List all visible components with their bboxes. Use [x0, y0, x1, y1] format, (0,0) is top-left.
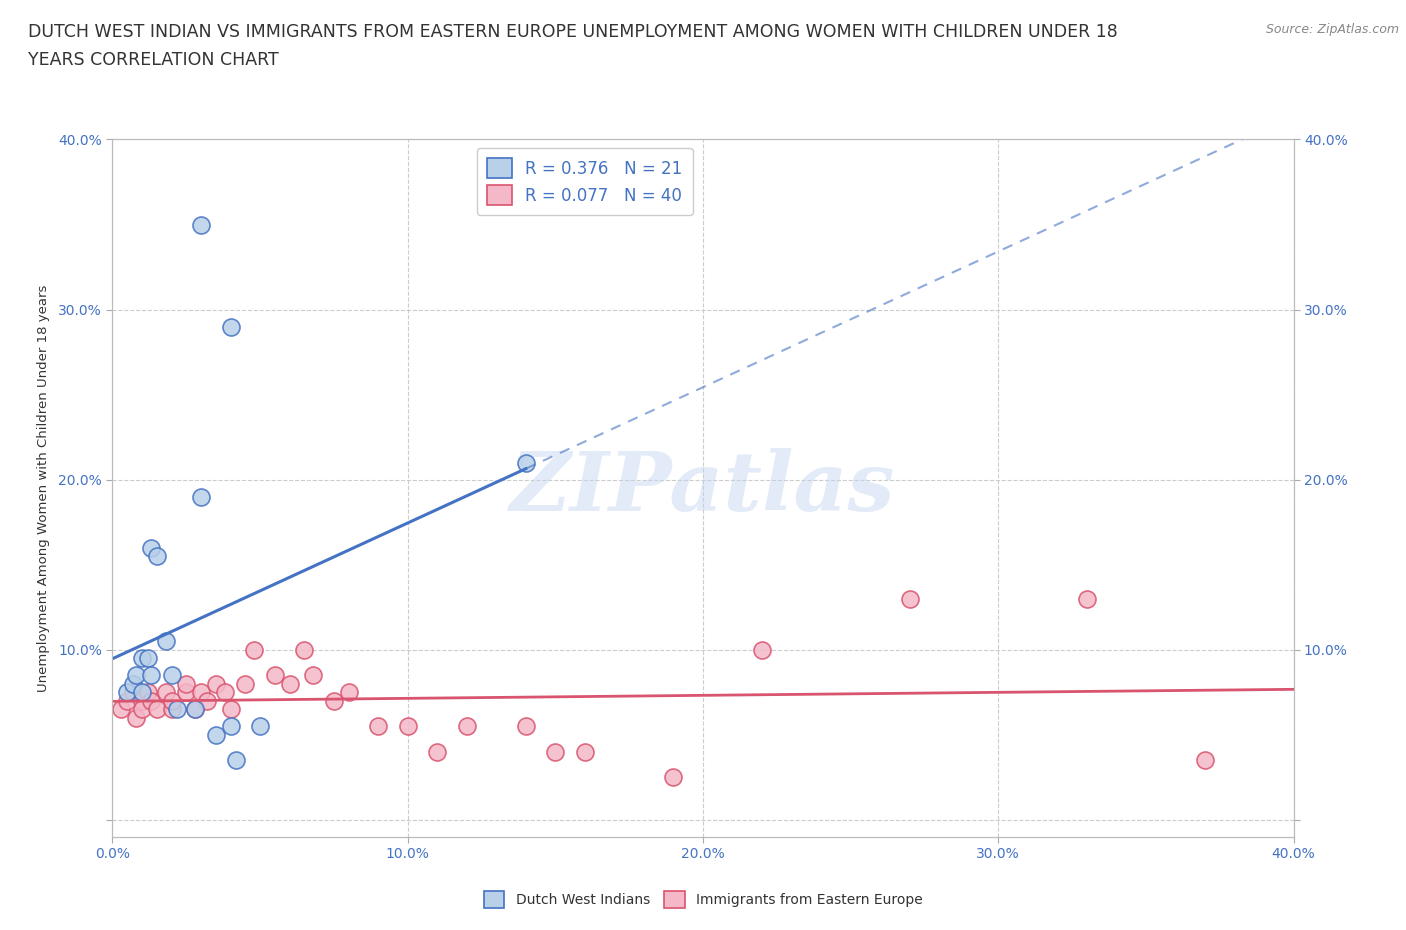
Point	[139, 540, 162, 555]
Point	[515, 719, 537, 734]
Point	[225, 753, 247, 768]
Point	[190, 217, 212, 232]
Point	[195, 694, 218, 709]
Point	[243, 643, 266, 658]
Point	[544, 745, 567, 760]
Point	[160, 702, 183, 717]
Point	[139, 668, 162, 683]
Point	[160, 694, 183, 709]
Point	[117, 694, 138, 709]
Point	[219, 719, 242, 734]
Point	[131, 702, 153, 717]
Text: YEARS CORRELATION CHART: YEARS CORRELATION CHART	[28, 51, 278, 69]
Point	[146, 549, 169, 564]
Point	[136, 685, 159, 700]
Point	[751, 643, 773, 658]
Point	[174, 676, 197, 691]
Point	[278, 676, 301, 691]
Legend: R = 0.376   N = 21, R = 0.077   N = 40: R = 0.376 N = 21, R = 0.077 N = 40	[477, 148, 693, 215]
Point	[214, 685, 236, 700]
Point	[1076, 591, 1098, 606]
Point	[122, 685, 145, 700]
Point	[205, 676, 228, 691]
Point	[456, 719, 478, 734]
Point	[662, 770, 685, 785]
Point	[146, 702, 169, 717]
Point	[125, 668, 148, 683]
Point	[131, 694, 153, 709]
Point	[184, 702, 207, 717]
Point	[136, 651, 159, 666]
Text: ZIPatlas: ZIPatlas	[510, 448, 896, 528]
Point	[426, 745, 449, 760]
Point	[190, 489, 212, 504]
Point	[219, 319, 242, 334]
Text: Source: ZipAtlas.com: Source: ZipAtlas.com	[1265, 23, 1399, 36]
Point	[131, 651, 153, 666]
Point	[174, 685, 197, 700]
Y-axis label: Unemployment Among Women with Children Under 18 years: Unemployment Among Women with Children U…	[37, 285, 49, 692]
Point	[155, 685, 177, 700]
Point	[131, 685, 153, 700]
Point	[367, 719, 389, 734]
Text: DUTCH WEST INDIAN VS IMMIGRANTS FROM EASTERN EUROPE UNEMPLOYMENT AMONG WOMEN WIT: DUTCH WEST INDIAN VS IMMIGRANTS FROM EAS…	[28, 23, 1118, 41]
Point	[323, 694, 346, 709]
Point	[249, 719, 271, 734]
Point	[574, 745, 596, 760]
Point	[190, 685, 212, 700]
Point	[302, 668, 325, 683]
Legend: Dutch West Indians, Immigrants from Eastern Europe: Dutch West Indians, Immigrants from East…	[478, 885, 928, 914]
Point	[160, 668, 183, 683]
Point	[166, 702, 188, 717]
Point	[122, 676, 145, 691]
Point	[898, 591, 921, 606]
Point	[264, 668, 287, 683]
Point	[219, 702, 242, 717]
Point	[205, 727, 228, 742]
Point	[139, 694, 162, 709]
Point	[233, 676, 256, 691]
Point	[110, 702, 132, 717]
Point	[125, 711, 148, 725]
Point	[337, 685, 360, 700]
Point	[184, 702, 207, 717]
Point	[396, 719, 419, 734]
Point	[1194, 753, 1216, 768]
Point	[515, 456, 537, 471]
Point	[292, 643, 315, 658]
Point	[117, 685, 138, 700]
Point	[155, 634, 177, 649]
